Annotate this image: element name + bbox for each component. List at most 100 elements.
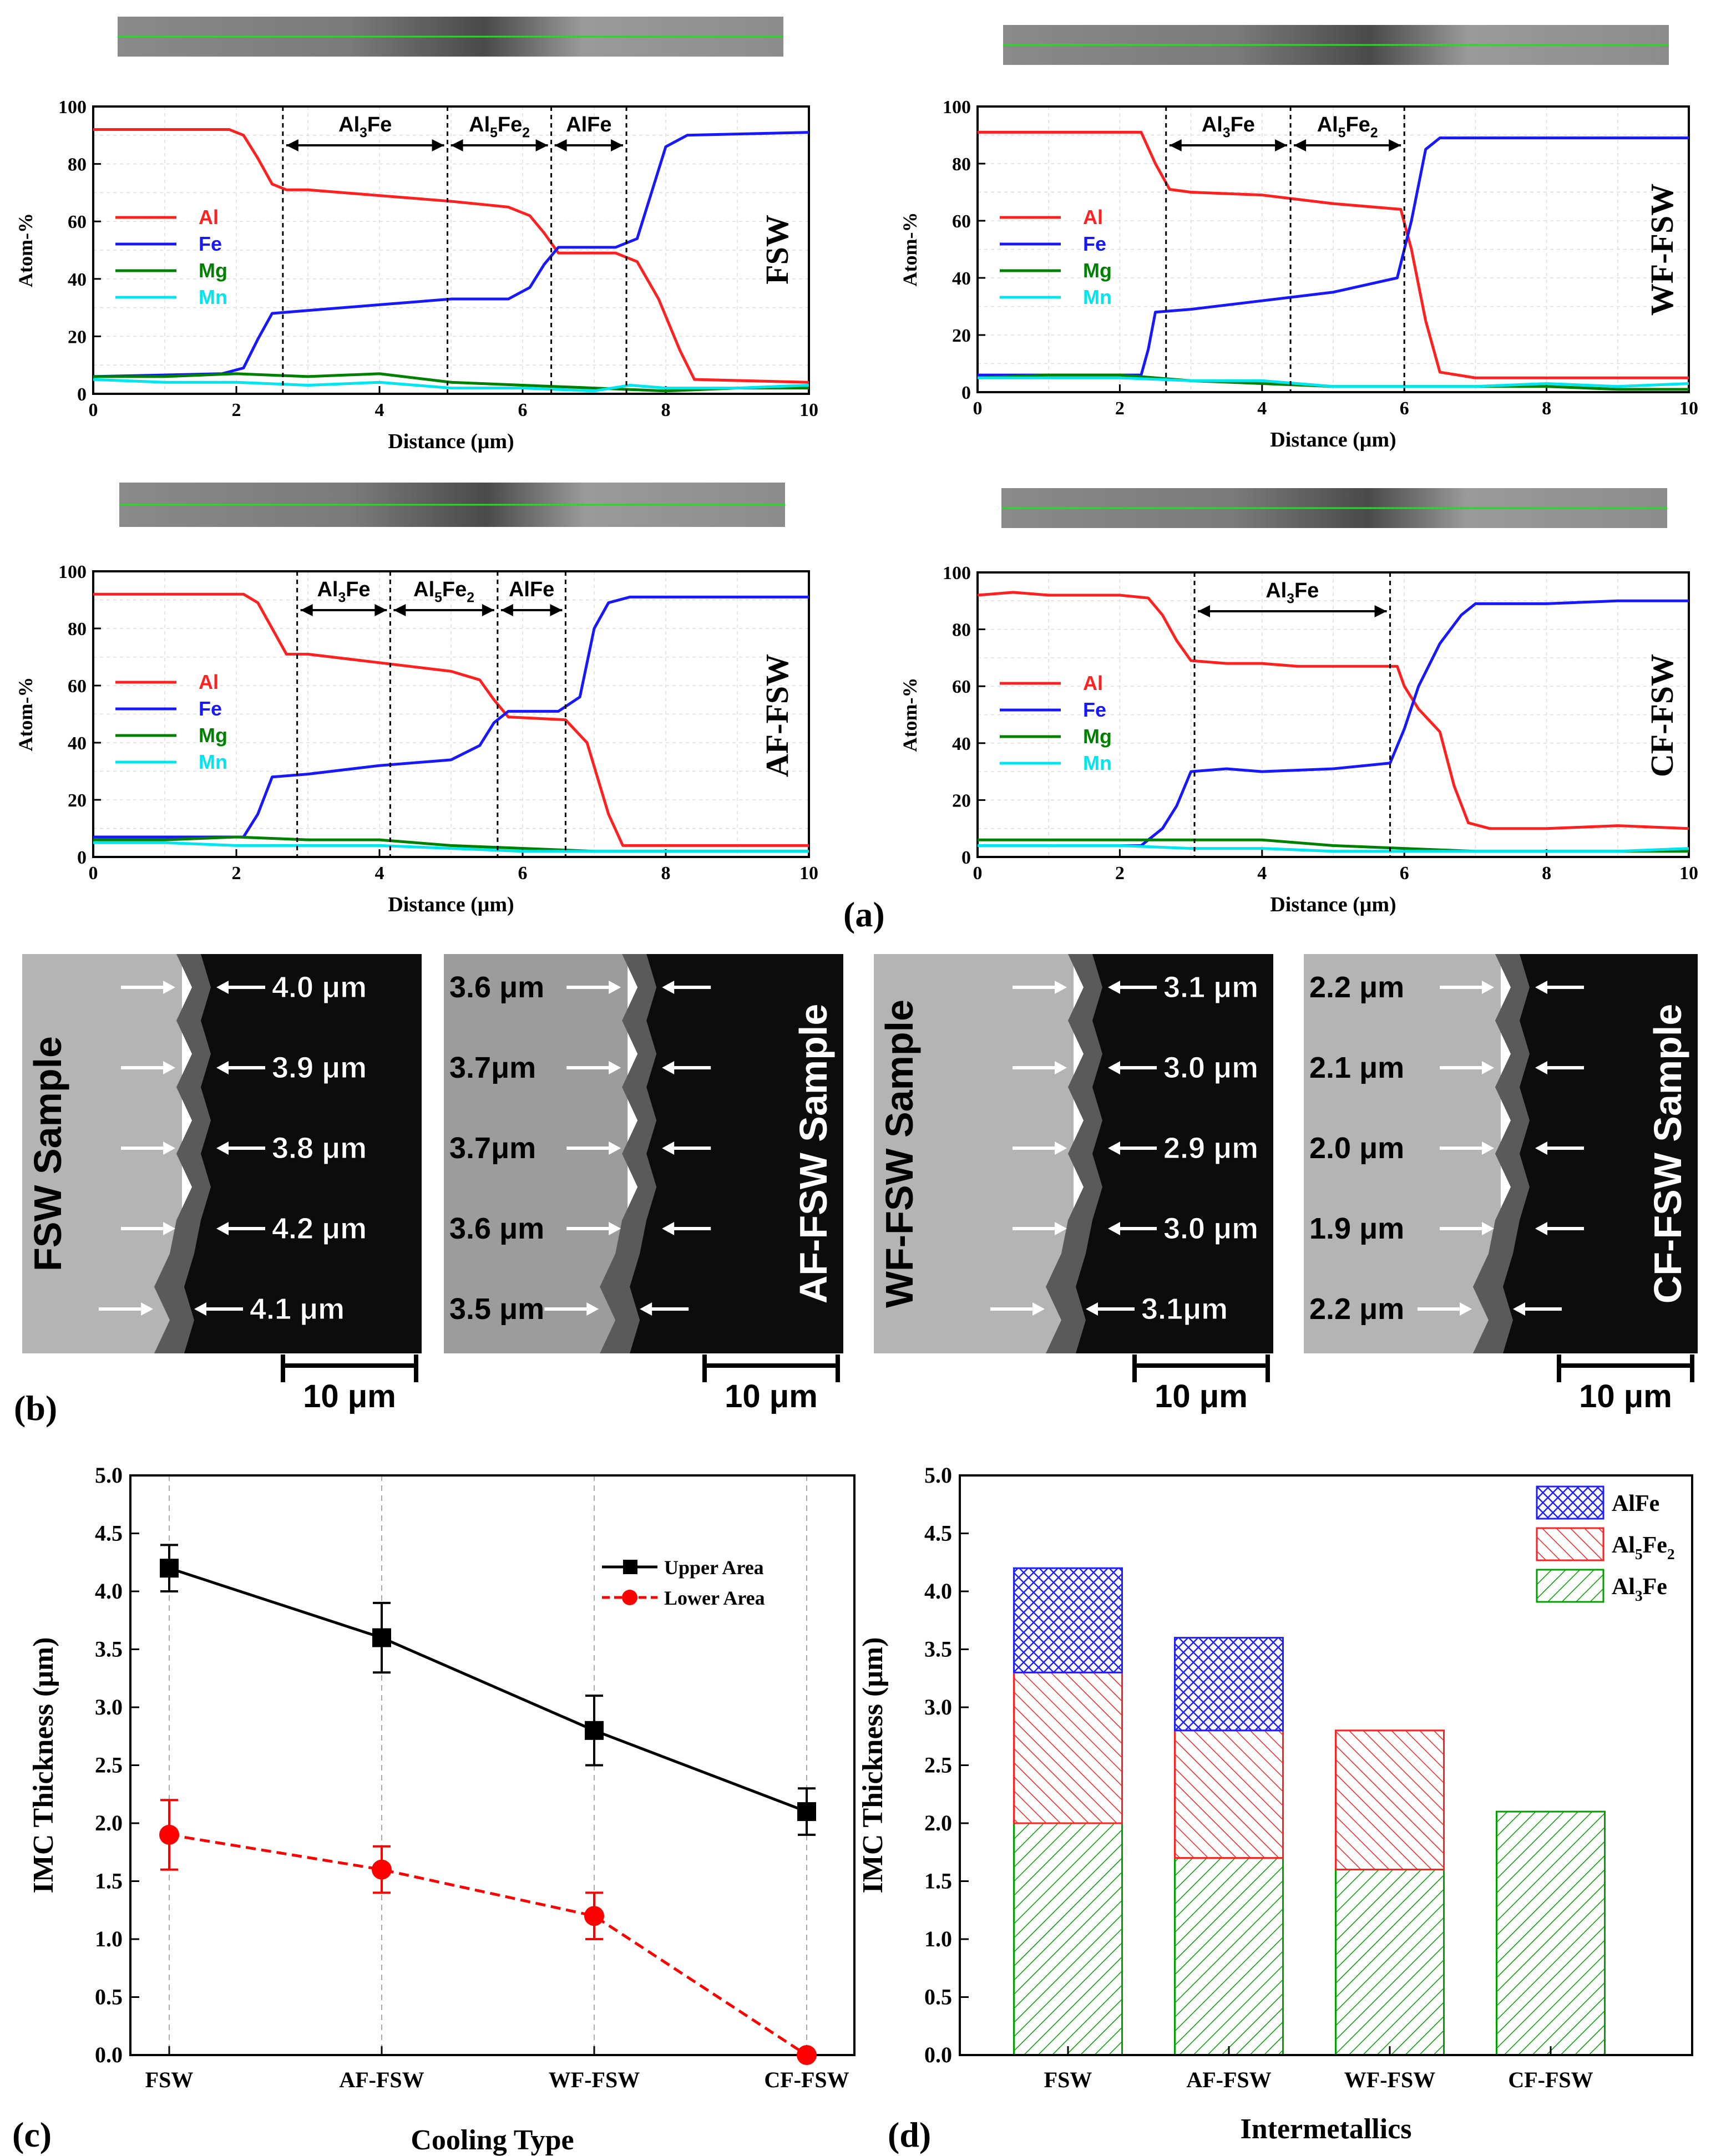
sem-steel-side — [1076, 954, 1273, 1353]
y-tick-label: 100 — [58, 562, 87, 582]
y-tick-label: 3.0 — [924, 1695, 952, 1719]
x-tick-label: 4 — [375, 863, 384, 884]
y-tick-label: 0.5 — [924, 1985, 952, 2010]
x-tick-label: 0 — [89, 863, 98, 884]
y-axis-label: IMC Thickness (μm) — [857, 1637, 889, 1894]
x-tick-label: 10 — [799, 400, 818, 420]
y-tick-label: 0.0 — [95, 2042, 123, 2067]
legend-label: Mn — [199, 286, 227, 308]
x-axis-label: Distance (μm) — [1270, 893, 1396, 916]
x-tick-label: 8 — [661, 863, 671, 884]
arrow-head — [451, 139, 463, 151]
legend-label: Mn — [199, 750, 227, 773]
y-tick-label: 4.0 — [924, 1579, 952, 1604]
sample-label: WF-FSW Sample — [878, 1000, 921, 1308]
arrow-head — [1108, 1061, 1120, 1074]
arrow-head — [1275, 139, 1288, 151]
bar-segment-Al3Fe — [1013, 1822, 1123, 2056]
y-tick-label: 0 — [961, 848, 971, 868]
arrow-head — [1055, 1222, 1067, 1235]
x-tick-label: WF-FSW — [549, 2067, 640, 2092]
thickness-measurement: 4.0 μm — [272, 971, 367, 1004]
y-tick-label: 2.0 — [924, 1810, 952, 1835]
y-tick-label: 60 — [68, 676, 87, 697]
legend-label: Al — [1083, 206, 1103, 229]
phase-label: Al5Fe2 — [1317, 113, 1378, 141]
bar-segment-Al5Fe2 — [1013, 1671, 1123, 1824]
y-tick-label: 20 — [952, 790, 971, 811]
x-tick-label: 2 — [232, 863, 241, 884]
x-tick-label: 8 — [661, 400, 671, 420]
x-tick-label: CF-FSW — [1508, 2067, 1593, 2092]
arrow-head — [374, 604, 387, 616]
scale-bar-label: 10 μm — [725, 1378, 818, 1414]
legend-label: Upper Area — [664, 1556, 764, 1579]
imc-thickness-stacked-bar-chart: FSW AF-FSW WF-FSW CF-FSW 0.0 0.5 1.0 1.5 2.0 2.5 3… — [857, 1463, 1693, 2154]
scale-bar-label: 10 μm — [1579, 1378, 1672, 1414]
legend-label: AlFe — [1612, 1491, 1659, 1516]
sem-panel-3: WF-FSW Sample 3.1 μm 3.0 μm 2.9 μm 3.0 μm 3.1… — [874, 954, 1273, 1414]
legend-label: Al3Fe — [1612, 1574, 1667, 1604]
legend-marker — [622, 1590, 637, 1605]
thickness-measurement: 3.7μm — [449, 1132, 536, 1165]
y-axis-label: IMC Thickness (μm) — [28, 1637, 59, 1894]
legend-label: Al — [199, 671, 219, 693]
x-axis-label: Cooling Type — [411, 2124, 574, 2156]
x-tick-label: 2 — [1115, 863, 1125, 884]
arrow-head — [393, 604, 406, 616]
bar-segment-Al3Fe — [1174, 1857, 1284, 2056]
arrow-head — [554, 139, 567, 151]
phase-label: Al5Fe2 — [413, 578, 474, 606]
legend-swatch — [1536, 1485, 1604, 1520]
legend-label: Al — [199, 206, 219, 229]
series-line-Mn — [978, 376, 1689, 388]
series-line-Upper Area — [169, 1566, 807, 1813]
panel-letter-c: (c) — [12, 2115, 52, 2154]
bar-segment-AlFe — [1174, 1637, 1284, 1732]
y-axis-label: Atom-% — [14, 677, 37, 752]
arrow-head — [482, 604, 494, 616]
y-tick-label: 0.0 — [924, 2042, 952, 2067]
y-tick-label: 40 — [952, 734, 971, 754]
imc-thickness-line-chart: FSW AF-FSW WF-FSW CF-FSW 0.0 0.5 1.0 1.5 2.0 2.5 3… — [12, 1463, 856, 2156]
arrow-head — [1108, 1222, 1120, 1235]
arrow-head — [1055, 1142, 1067, 1155]
arrow-head — [1535, 981, 1547, 994]
thickness-measurement: 2.1 μm — [1309, 1051, 1404, 1084]
series-line-Al — [93, 592, 809, 847]
series-line-Al — [978, 130, 1689, 379]
panel-label: WF-FSW — [1644, 184, 1680, 316]
series-line-Fe — [978, 136, 1689, 377]
panel-letter-a: (a) — [843, 895, 885, 934]
y-tick-label: 60 — [952, 677, 971, 697]
x-tick-label: 10 — [1679, 398, 1698, 419]
x-axis-label: Distance (μm) — [388, 893, 514, 916]
legend-label: Fe — [1083, 232, 1106, 255]
y-tick-label: 40 — [68, 733, 87, 754]
y-tick-label: 5.0 — [924, 1463, 952, 1488]
x-axis-label: Distance (μm) — [388, 430, 514, 453]
arrow-head — [194, 1302, 206, 1316]
phase-label: Al5Fe2 — [469, 113, 530, 141]
y-tick-label: 80 — [68, 619, 87, 640]
arrow-head — [1198, 605, 1211, 617]
thickness-measurement: 3.0 μm — [1163, 1051, 1258, 1084]
arrow-head — [609, 1142, 621, 1155]
figure-b: FSW Sample 4.0 μm 3.9 μm 3.8 μm 4.2 μm 4.1 μm… — [22, 954, 1698, 1414]
y-tick-label: 1.0 — [924, 1926, 952, 1951]
data-point-Lower Area — [584, 1906, 604, 1926]
phase-label: Al3Fe — [317, 578, 370, 606]
y-tick-label: 1.5 — [924, 1869, 952, 1894]
thickness-measurement: 3.0 μm — [1163, 1212, 1258, 1245]
sem-panel-4: CF-FSW Sample 2.2 μm 2.1 μm 2.0 μm 1.9 μm 2.2… — [1304, 954, 1698, 1414]
x-tick-label: 4 — [1257, 863, 1267, 884]
arrow-head — [1482, 1142, 1494, 1155]
bar-segment-Al5Fe2 — [1335, 1729, 1445, 1871]
arrow-head — [550, 604, 563, 616]
arrow-head — [662, 1142, 675, 1155]
series-line-Mn — [93, 841, 809, 853]
scale-bar-label: 10 μm — [1155, 1378, 1248, 1414]
y-tick-label: 80 — [952, 620, 971, 641]
series-line-Al — [977, 591, 1689, 830]
